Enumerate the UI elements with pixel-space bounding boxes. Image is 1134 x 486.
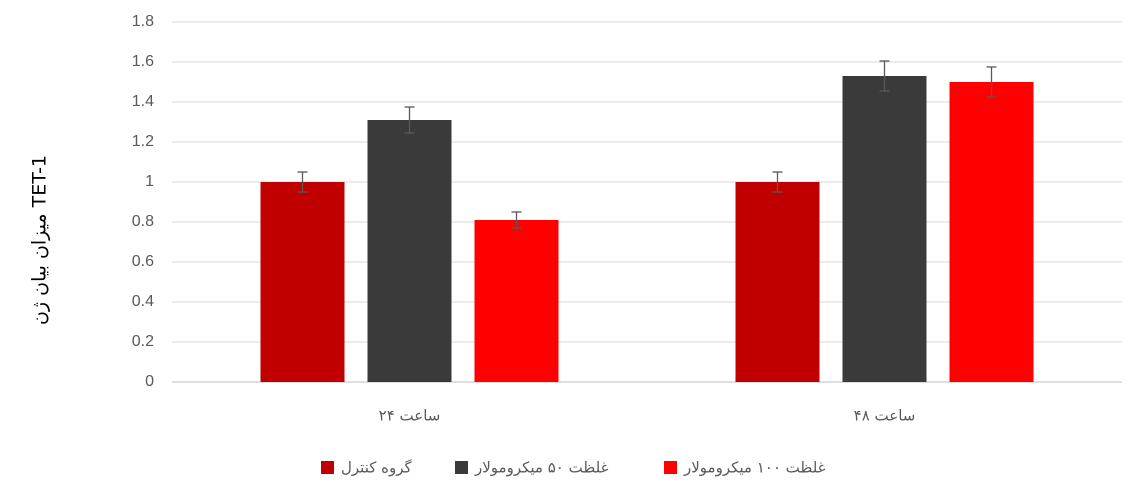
legend: گروه کنترل غلظت ۵۰ میکرومولار غلظت ۱۰۰ میک… [321, 459, 826, 477]
bar [367, 120, 452, 382]
x-category-label: ۴۸ ساعت [854, 407, 916, 425]
bar [474, 220, 559, 382]
y-tick-label: 1.8 [132, 13, 154, 30]
y-tick-label: 0.4 [132, 293, 154, 310]
y-tick-label: 1.6 [132, 53, 154, 70]
bars [260, 76, 1034, 382]
y-tick-label: 0.2 [132, 333, 154, 350]
bar [260, 182, 345, 382]
y-tick-label: 0.8 [132, 213, 154, 230]
legend-label: غلظت ۵۰ میکرومولار [474, 459, 609, 477]
bar [842, 76, 927, 382]
y-tick-label: 1 [145, 173, 154, 190]
y-axis-label: میزان بیان ژن TET-1 [29, 155, 51, 325]
legend-swatch [321, 461, 334, 474]
x-axis-categories: ۲۴ ساعت ۴۸ ساعت [379, 407, 916, 425]
x-category-label: ۲۴ ساعت [379, 407, 441, 425]
error-bar-lines [297, 60, 997, 229]
legend-swatch [455, 461, 468, 474]
bar [949, 82, 1034, 382]
legend-label: غلظت ۱۰۰ میکرومولار [683, 459, 826, 477]
y-tick-label: 1.2 [132, 133, 154, 150]
y-tick-label: 0 [145, 373, 154, 390]
legend-label: گروه کنترل [341, 459, 413, 477]
y-tick-label: 1.4 [132, 93, 154, 110]
y-tick-label: 0.6 [132, 253, 154, 270]
legend-swatch [664, 461, 677, 474]
bar [735, 182, 820, 382]
y-axis-ticks: 0 0.2 0.4 0.6 0.8 1 1.2 1.4 1.6 1.8 [132, 13, 154, 390]
